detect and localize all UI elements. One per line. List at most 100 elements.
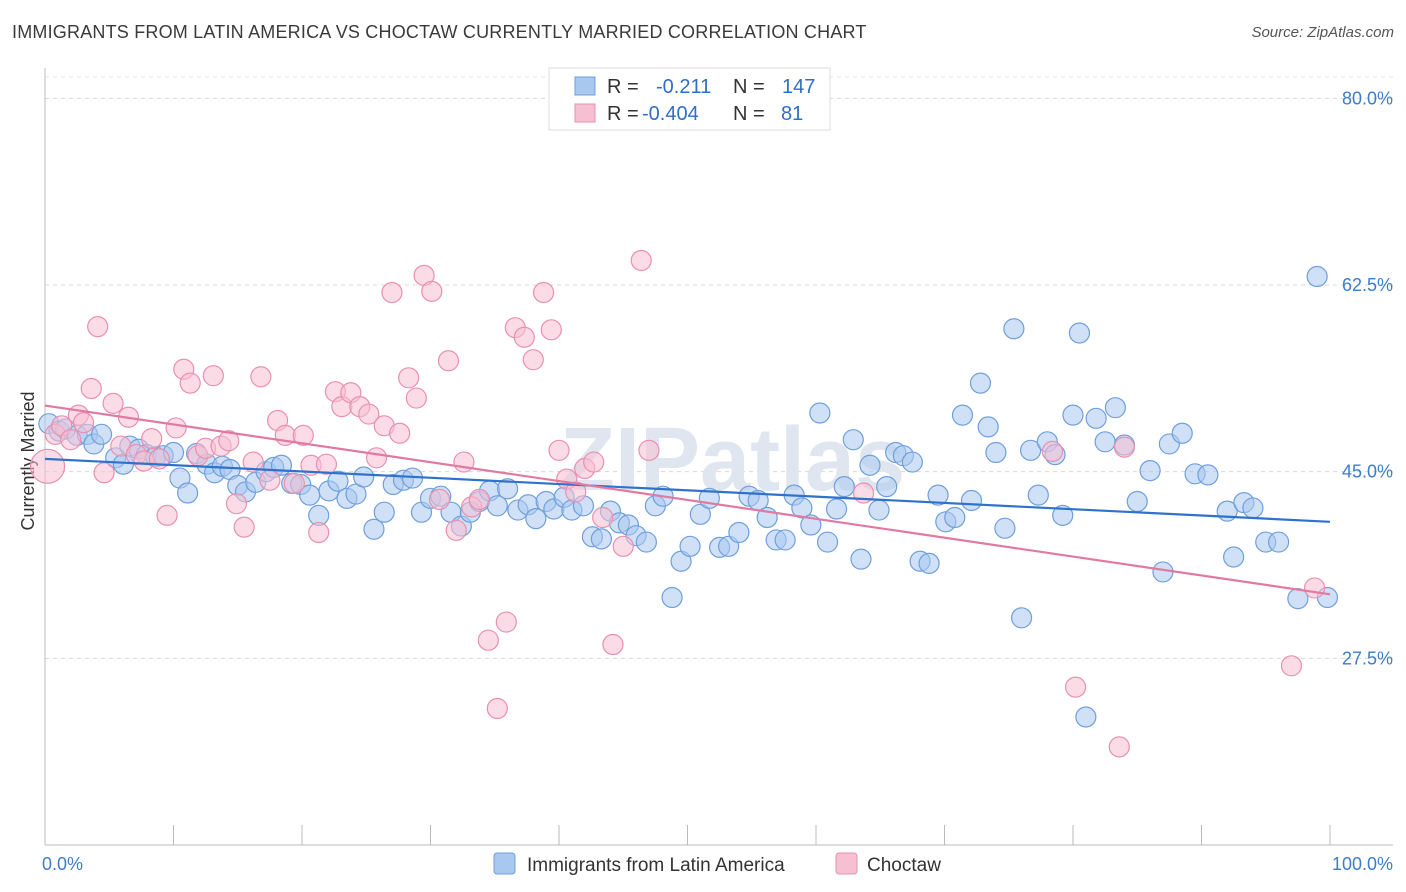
data-point: [1064, 676, 1087, 698]
data-point: [850, 548, 872, 570]
series-latin-america-points: [38, 265, 1339, 728]
data-point: [1085, 407, 1107, 429]
data-point: [497, 478, 519, 500]
data-point: [1306, 265, 1328, 288]
data-point: [292, 424, 314, 446]
top-legend: R = -0.211 N = 147 R = -0.404 N = 81: [548, 67, 831, 131]
data-point: [1019, 439, 1042, 461]
data-point: [365, 447, 388, 469]
data-point: [225, 493, 248, 515]
data-point: [242, 451, 264, 473]
bottom-legend-label-choctaw: Choctaw: [867, 855, 941, 876]
data-point: [1113, 436, 1136, 458]
trend-line-choctaw: [44, 404, 1331, 596]
data-point: [590, 528, 613, 550]
data-point: [1197, 464, 1219, 486]
data-point: [809, 402, 831, 424]
data-point: [468, 488, 490, 510]
legend-n-label-1: N =: [733, 76, 765, 98]
data-point: [985, 441, 1007, 464]
data-point: [1280, 655, 1303, 677]
data-point: [1094, 431, 1116, 453]
data-point: [1010, 607, 1033, 629]
data-point: [583, 451, 605, 473]
data-point: [102, 392, 124, 414]
data-point: [638, 439, 660, 461]
data-point: [80, 377, 102, 400]
data-point: [525, 507, 547, 530]
data-point: [774, 529, 796, 551]
data-point: [901, 451, 923, 473]
data-point: [495, 611, 517, 633]
legend-box: [548, 67, 831, 131]
data-point: [327, 470, 349, 492]
data-point: [1223, 546, 1245, 568]
data-point: [1052, 504, 1074, 527]
source-label: Source: ZipAtlas.com: [1251, 24, 1394, 41]
series-choctaw-points: [29, 249, 1326, 758]
data-point: [1104, 397, 1127, 419]
x-tick-labels: 0.0% 100.0%: [42, 854, 1393, 874]
legend-n-value-2: 81: [781, 103, 803, 125]
legend-r-value-1: -0.211: [656, 76, 711, 98]
data-point: [661, 586, 683, 609]
x-tick-label-max: 100.0%: [1332, 854, 1393, 874]
data-point: [141, 428, 163, 450]
data-point: [179, 372, 201, 394]
data-point: [1027, 484, 1049, 506]
legend-swatch-latin-america: [574, 76, 596, 96]
data-point: [405, 387, 427, 409]
data-point: [842, 429, 864, 451]
data-point: [630, 249, 652, 272]
data-point: [592, 506, 614, 529]
y-tick-label: 80.0%: [1342, 88, 1393, 108]
data-point: [1003, 318, 1025, 340]
data-point: [994, 517, 1016, 539]
data-point: [868, 499, 890, 521]
data-point: [1139, 460, 1161, 482]
trend-lines: [44, 404, 1331, 596]
data-point: [565, 481, 587, 503]
legend-r-label-1: R =: [607, 76, 639, 98]
data-point: [381, 281, 403, 304]
legend-n-label-2: N =: [733, 103, 765, 125]
data-point: [1062, 404, 1084, 426]
data-point: [816, 531, 839, 553]
data-point: [944, 506, 966, 529]
data-point: [233, 516, 255, 538]
data-point: [218, 430, 240, 452]
data-point: [635, 531, 657, 553]
data-point: [612, 535, 634, 557]
data-point: [960, 489, 983, 512]
data-point: [951, 404, 974, 426]
data-point: [1303, 577, 1326, 599]
data-point: [602, 633, 624, 656]
data-point: [969, 372, 992, 394]
data-point: [1041, 440, 1064, 462]
bottom-legend-swatch-choctaw: [835, 852, 858, 875]
data-point: [977, 416, 999, 438]
data-point: [283, 472, 305, 494]
data-point: [1152, 561, 1174, 583]
data-point: [202, 365, 224, 387]
data-point: [728, 521, 750, 544]
y-tick-label: 45.0%: [1342, 462, 1393, 482]
y-tick-label: 62.5%: [1342, 275, 1393, 295]
data-point: [250, 366, 272, 388]
legend-swatch-choctaw: [574, 103, 596, 123]
x-tick-label-min: 0.0%: [42, 854, 83, 874]
data-point: [689, 503, 711, 525]
data-point: [1108, 736, 1130, 758]
grid-lines: [45, 76, 1393, 659]
data-point: [165, 417, 187, 439]
data-point: [156, 504, 178, 527]
data-point: [477, 629, 499, 651]
data-point: [421, 280, 443, 302]
data-point: [522, 349, 544, 371]
data-point: [353, 466, 375, 488]
data-point: [29, 448, 66, 484]
data-point: [389, 422, 411, 444]
data-point: [72, 412, 95, 434]
y-axis-label: Currently Married: [18, 391, 38, 530]
data-point: [358, 403, 380, 425]
